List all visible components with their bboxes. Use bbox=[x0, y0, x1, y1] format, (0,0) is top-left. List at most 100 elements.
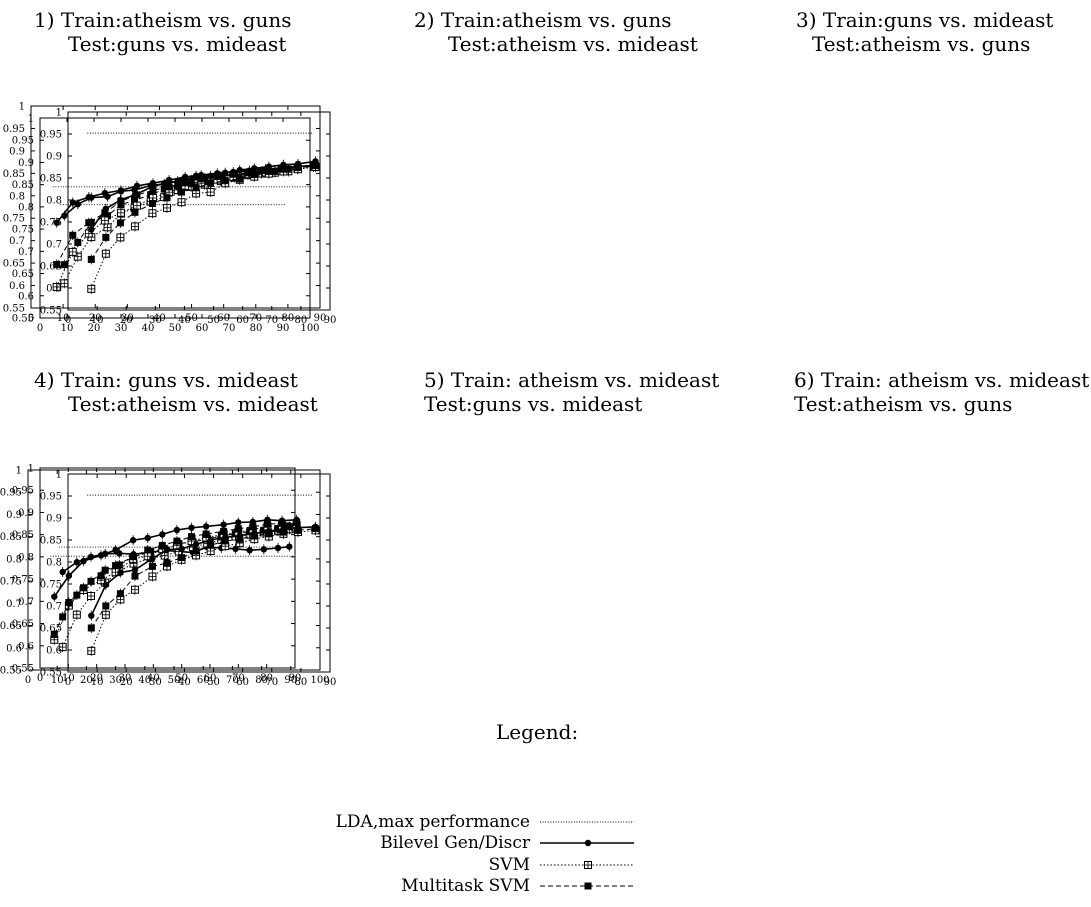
x-tick-label: 70 bbox=[265, 677, 278, 688]
data-point bbox=[102, 602, 110, 610]
x-tick-label: 0 bbox=[65, 677, 71, 688]
data-point bbox=[250, 535, 259, 544]
y-tick-label: 0.8 bbox=[46, 558, 62, 569]
data-point bbox=[131, 572, 139, 580]
data-point bbox=[311, 525, 319, 533]
data-point bbox=[162, 562, 171, 571]
legend-heading: Legend: bbox=[496, 720, 579, 744]
data-point bbox=[148, 562, 156, 570]
data-point bbox=[88, 612, 95, 619]
data-point bbox=[280, 525, 287, 533]
legend-label: Multitask SVM bbox=[401, 876, 530, 896]
plot-frame bbox=[67, 473, 331, 673]
x-tick-label: 80 bbox=[295, 677, 308, 688]
x-tick-label: 30 bbox=[149, 677, 162, 688]
data-point bbox=[279, 529, 288, 538]
data-point bbox=[117, 569, 124, 576]
y-tick-label: 0.85 bbox=[40, 536, 62, 547]
data-point bbox=[87, 646, 96, 655]
data-point bbox=[222, 534, 229, 541]
data-point bbox=[294, 526, 302, 534]
data-point bbox=[207, 536, 214, 544]
chart-title-line-1: 2) Train:atheism vs. guns bbox=[414, 8, 672, 32]
data-point bbox=[311, 526, 320, 535]
data-point bbox=[251, 530, 258, 537]
y-tick-label: 0.9 bbox=[46, 514, 62, 525]
chart-title: 6) Train: atheism vs. mideast Test:atheis… bbox=[794, 368, 1089, 416]
data-point bbox=[148, 572, 157, 581]
chart-title-line-2: Test:guns vs. mideast bbox=[68, 32, 287, 56]
legend-label: SVM bbox=[489, 855, 530, 875]
data-point bbox=[236, 532, 243, 539]
data-point bbox=[130, 585, 139, 594]
data-point bbox=[206, 547, 215, 555]
y-tick-label: 0.6 bbox=[46, 646, 62, 657]
chart-title: 3) Train:guns vs. mideast Test:atheism vs… bbox=[796, 8, 1053, 56]
chart-title-line-1: 4) Train: guns vs. mideast bbox=[34, 368, 298, 392]
data-point bbox=[178, 545, 185, 552]
data-point bbox=[101, 610, 110, 619]
data-point bbox=[265, 530, 273, 538]
data-point bbox=[279, 528, 287, 536]
data-point bbox=[265, 528, 273, 535]
y-tick-label: 0.7 bbox=[46, 602, 62, 613]
series-svm bbox=[87, 525, 320, 656]
y-tick-label: 0.55 bbox=[40, 668, 62, 679]
chart-title-line-2: Test:atheism vs. mideast bbox=[448, 32, 698, 56]
data-point bbox=[116, 595, 125, 604]
chart-title-line-2: Test:guns vs. mideast bbox=[424, 392, 643, 416]
data-point bbox=[192, 541, 200, 548]
chart-title-line-1: 5) Train: atheism vs. mideast bbox=[424, 368, 720, 392]
y-tick-label: 0.75 bbox=[40, 580, 62, 591]
x-tick-label: 20 bbox=[120, 677, 133, 688]
chart-title-line-2: Test:atheism vs. mideast bbox=[68, 392, 318, 416]
chart-title: 2) Train:atheism vs. guns Test:atheism vs… bbox=[414, 8, 698, 56]
chart-title: 5) Train: atheism vs. mideast Test:guns v… bbox=[424, 368, 719, 416]
data-point bbox=[207, 541, 215, 549]
chart-title-line-1: 1) Train:atheism vs. guns bbox=[34, 8, 292, 32]
data-point bbox=[178, 554, 186, 562]
series-line bbox=[90, 526, 316, 617]
data-point bbox=[221, 537, 229, 545]
series-bilevel-gen-discr bbox=[88, 521, 319, 621]
chart-title-line-1: 6) Train: atheism vs. mideast bbox=[794, 368, 1090, 392]
data-point bbox=[294, 524, 302, 531]
data-point bbox=[116, 590, 124, 598]
data-point bbox=[221, 542, 230, 551]
data-point bbox=[192, 551, 201, 560]
x-tick-label: 50 bbox=[207, 677, 220, 688]
y-tick-label: 1 bbox=[56, 470, 62, 481]
chart-title: 1) Train:atheism vs. guns Test:guns vs. m… bbox=[34, 8, 292, 56]
data-point bbox=[264, 532, 273, 541]
data-point bbox=[293, 528, 302, 537]
x-tick-label: 40 bbox=[178, 677, 191, 688]
legend-swatch-marker bbox=[584, 882, 592, 890]
data-point bbox=[163, 559, 171, 567]
chart-title: 4) Train: guns vs. mideast Test:atheism v… bbox=[34, 368, 318, 416]
x-tick-label: 60 bbox=[236, 677, 249, 688]
data-point bbox=[149, 555, 156, 562]
data-point bbox=[192, 547, 200, 555]
data-point bbox=[250, 532, 258, 540]
chart-title-line-2: Test:atheism vs. guns bbox=[812, 32, 1031, 56]
x-tick-label: 10 bbox=[91, 677, 104, 688]
series-line bbox=[90, 529, 316, 652]
y-tick-label: 0.95 bbox=[40, 492, 62, 503]
series-line bbox=[90, 528, 316, 629]
y-tick-label: 0.65 bbox=[40, 624, 62, 635]
legend-label: Bilevel Gen/Discr bbox=[380, 833, 531, 853]
data-point bbox=[87, 624, 95, 632]
data-point bbox=[236, 535, 244, 543]
chart-title-line-1: 3) Train:guns vs. mideast bbox=[796, 8, 1054, 32]
chart-title-line-2: Test:atheism vs. guns bbox=[794, 392, 1013, 416]
series-multitask-svm bbox=[87, 523, 319, 633]
data-point bbox=[177, 555, 186, 564]
data-point bbox=[235, 539, 244, 548]
legend-label: LDA,max performance bbox=[336, 812, 530, 832]
x-tick-label: 90 bbox=[324, 677, 337, 688]
data-point bbox=[131, 566, 139, 574]
legend-swatch-marker bbox=[584, 839, 592, 847]
